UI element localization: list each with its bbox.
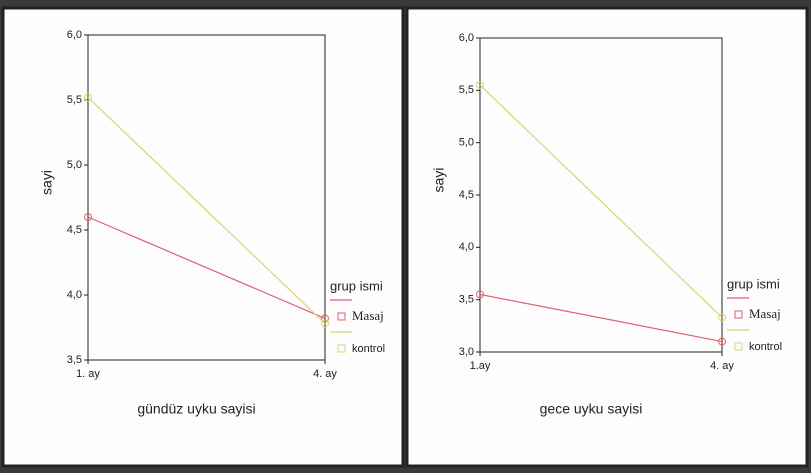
x-axis-title: gece uyku sayisi: [540, 401, 643, 417]
y-tick-label: 3,5: [459, 294, 474, 306]
y-tick-label: 4,0: [459, 241, 474, 253]
y-tick-label: 5,0: [67, 159, 82, 171]
y-tick-label: 6,0: [459, 32, 474, 44]
screenshot: 3,5 4,0 4,5 5,0 5,5 6,0 1. ay 4. ay gündüz uyku …: [0, 0, 811, 473]
y-tick-label: 5,5: [67, 94, 82, 106]
legend-label: kontrol: [352, 343, 385, 355]
y-tick-label: 5,5: [459, 84, 474, 96]
legend-title: grup ismi: [330, 278, 383, 293]
y-tick-label: 3,0: [459, 346, 474, 358]
y-tick-label: 4,5: [67, 224, 82, 236]
legend-title: grup ismi: [727, 276, 780, 291]
y-axis-title: sayi: [431, 168, 447, 193]
y-tick-label: 3,5: [67, 354, 82, 366]
y-tick-label: 5,0: [459, 137, 474, 149]
y-axis-title: sayi: [39, 170, 55, 195]
legend-label: Masaj: [749, 306, 781, 321]
legend-label: kontrol: [749, 341, 782, 353]
x-tick-label: 1. ay: [76, 368, 100, 380]
y-tick-label: 4,0: [67, 289, 82, 301]
panel: [407, 8, 807, 466]
y-tick-label: 6,0: [67, 29, 82, 41]
legend-label: Masaj: [352, 308, 384, 323]
panel: [3, 8, 403, 466]
x-tick-label: 4. ay: [313, 368, 337, 380]
x-axis-title: gündüz uyku sayisi: [137, 401, 255, 417]
x-tick-label: 4. ay: [710, 360, 734, 372]
y-tick-label: 4,5: [459, 189, 474, 201]
x-tick-label: 1.ay: [470, 360, 491, 372]
